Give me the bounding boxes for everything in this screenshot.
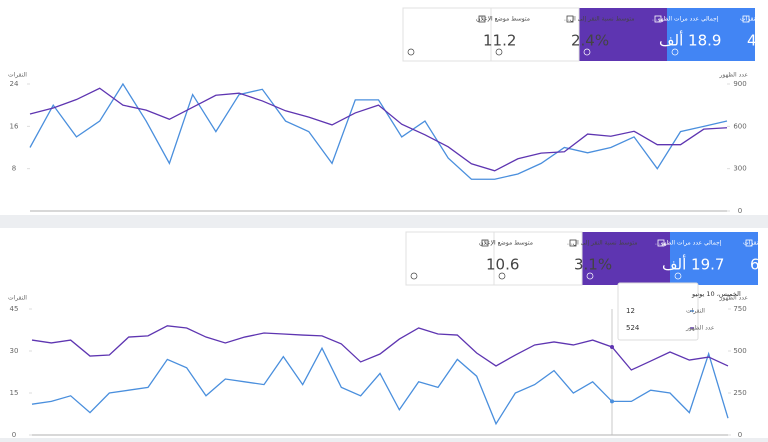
card-value: 452: [747, 32, 768, 50]
y2-tick-label: 0: [738, 207, 742, 215]
card-value: 19.7 ألف: [662, 255, 724, 274]
checkbox[interactable]: [654, 15, 662, 23]
y-tick-label: 0: [12, 431, 16, 438]
y2-axis-title: عدد الظهور: [719, 72, 749, 79]
help-icon[interactable]: [586, 272, 594, 280]
y2-tick-label: 300: [733, 165, 746, 173]
checkbox[interactable]: [481, 239, 489, 247]
card-value: 11.2: [483, 32, 516, 50]
card-label: إجمالي عدد مرات الظهو...: [652, 16, 719, 23]
help-icon[interactable]: [583, 48, 591, 56]
card-label: إجمالي عدد النقرات: [743, 240, 768, 247]
y2-axis-title: عدد الظهور: [719, 295, 749, 302]
help-icon[interactable]: [495, 48, 503, 56]
card-label: متوسط نسبة النقر إلى ال...: [564, 16, 634, 23]
y-axis-title: النقرات: [8, 72, 27, 79]
y-tick-label: 30: [10, 347, 19, 355]
checkbox[interactable]: [742, 15, 750, 23]
metric-card[interactable]: [490, 7, 580, 62]
card-label: متوسط موضع الإعلان: [479, 240, 533, 247]
checkbox[interactable]: [657, 239, 665, 247]
hover-point: [610, 344, 614, 349]
help-icon[interactable]: [674, 272, 682, 280]
line-series: [29, 82, 728, 180]
y2-tick-label: 750: [733, 305, 746, 313]
metric-card[interactable]: [582, 232, 670, 285]
y-tick-label: 8: [12, 165, 16, 173]
y-axis-title: النقرات: [8, 295, 27, 302]
card-label: متوسط موضع الإعلان: [476, 16, 530, 23]
metric-card[interactable]: [402, 7, 492, 62]
tooltip-value: 524: [626, 324, 640, 332]
help-icon[interactable]: [407, 48, 415, 56]
y2-tick-label: 600: [733, 122, 746, 130]
card-value: 2.4%: [571, 32, 609, 50]
y2-tick-label: 500: [733, 347, 746, 355]
checkbox[interactable]: [478, 15, 486, 23]
y-tick-label: 24: [10, 80, 19, 88]
card-label: إجمالي عدد مرات الظهو...: [655, 240, 722, 247]
help-icon[interactable]: [410, 272, 418, 280]
y2-tick-label: 900: [733, 80, 746, 88]
help-icon[interactable]: [498, 272, 506, 280]
card-value: 18.9 ألف: [659, 31, 721, 50]
tooltip-title: الخميس، 10 يونيو: [691, 290, 741, 298]
hover-point: [610, 399, 614, 404]
card-value: 3.1%: [574, 256, 612, 274]
checkbox[interactable]: [745, 239, 753, 247]
y2-tick-label: 250: [733, 389, 746, 397]
metric-card[interactable]: [493, 231, 583, 286]
card-value: 10.6: [486, 256, 519, 274]
y2-tick-label: 0: [738, 431, 742, 438]
checkbox[interactable]: [566, 15, 574, 23]
checkbox[interactable]: [569, 239, 577, 247]
metric-card[interactable]: [667, 8, 755, 61]
tooltip-name: النقرات: [686, 308, 705, 315]
card-label: متوسط نسبة النقر إلى ال...: [567, 240, 637, 247]
y-tick-label: 45: [10, 305, 19, 313]
y-tick-label: 15: [10, 389, 19, 397]
tooltip-name: عدد الظهور: [685, 325, 715, 332]
help-icon[interactable]: [671, 48, 679, 56]
metric-card[interactable]: [579, 8, 667, 61]
y-tick-label: 16: [10, 122, 19, 130]
tooltip: [617, 282, 699, 341]
card-value: 621: [750, 256, 768, 274]
metric-card[interactable]: [670, 232, 758, 285]
metric-card[interactable]: [405, 231, 495, 286]
card-label: إجمالي عدد النقرات: [740, 16, 768, 23]
line-series: [29, 87, 728, 172]
tooltip-value: 12: [626, 307, 635, 315]
